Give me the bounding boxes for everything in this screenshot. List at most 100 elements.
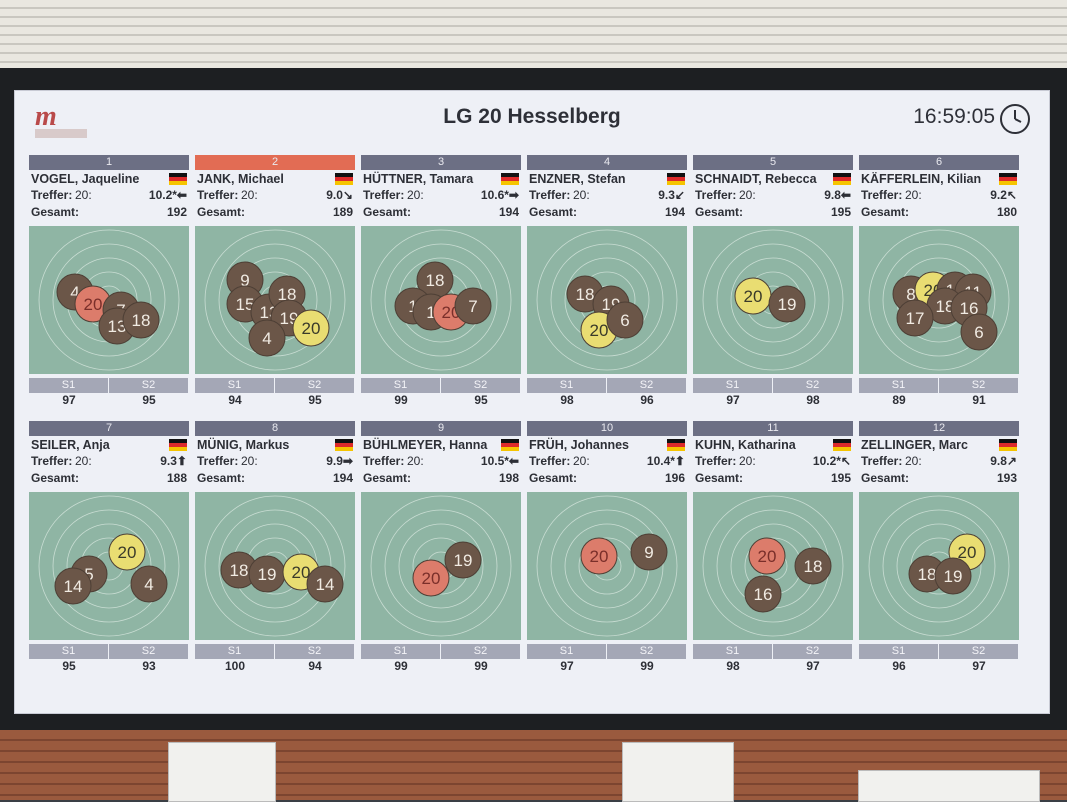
series-values: 99 95 [361, 393, 521, 409]
lane-number-bar: 11 [693, 421, 853, 436]
target-ring [370, 229, 512, 371]
last-shot-value: 10.2*⬅ [148, 188, 187, 202]
hits-label: Treffer: [31, 454, 73, 468]
target-ring [384, 243, 498, 357]
target-ring [716, 243, 830, 357]
target-ring [882, 509, 996, 623]
shot-circle [960, 313, 998, 351]
germany-flag-icon [667, 439, 685, 451]
shooter-name: SEILER, Anja [31, 438, 110, 452]
shot-target: 20 9 [527, 492, 687, 640]
shot-label: 18 [230, 561, 249, 580]
total-row: Gesamt: 193 [859, 471, 1019, 488]
total-value: 196 [664, 471, 685, 485]
shot-marker: 14 [54, 567, 92, 605]
series-1-value: 95 [62, 659, 76, 673]
shooter-card[interactable]: 5 SCHNAIDT, Rebecca Treffer: 20: 9.8⬅ Gesamt:… [693, 155, 853, 421]
series-1-label: S1 [859, 644, 939, 659]
shot-label: 19 [778, 295, 797, 314]
shot-marker: 4 [248, 319, 286, 357]
target-rings: 20 514 4 [38, 495, 180, 637]
series-values: 89 91 [859, 393, 1019, 409]
lane-number-bar: 8 [195, 421, 355, 436]
logo-strip [35, 129, 87, 138]
shooter-name: MÜNIG, Markus [197, 438, 290, 452]
lane-number-bar: 5 [693, 155, 853, 170]
shot-label: 19 [454, 551, 473, 570]
shot-circle [768, 285, 806, 323]
shooter-card[interactable]: 6 KÄFFERLEIN, Kilian Treffer: 20: 9.2↖ Gesamt… [859, 155, 1019, 421]
lane-number-bar: 6 [859, 155, 1019, 170]
shot-target: 20 18 19 [859, 492, 1019, 640]
shot-label: 18 [278, 285, 297, 304]
shot-target: 18 19 20 6 [527, 226, 687, 374]
shot-marker: 19 [444, 541, 482, 579]
shot-marker: 20 [580, 537, 618, 575]
series-1-value: 98 [726, 659, 740, 673]
lane-number-bar: 3 [361, 155, 521, 170]
shooter-name-row: FRÜH, Johannes [527, 436, 687, 454]
shot-label: 20 [958, 543, 977, 562]
shooter-name: ENZNER, Stefan [529, 172, 626, 186]
shot-circle [748, 537, 786, 575]
target-rings: 20 18 19 [868, 495, 1010, 637]
total-label: Gesamt: [529, 471, 578, 485]
hits-label: Treffer: [529, 454, 571, 468]
shooter-card[interactable]: 8 MÜNIG, Markus Treffer: 20: 9.9➡ Gesamt: 194 1… [195, 421, 355, 687]
target-ring [38, 495, 180, 637]
lane-number-bar: 2 [195, 155, 355, 170]
last-shot-value: 9.9➡ [326, 454, 353, 468]
total-label: Gesamt: [529, 205, 578, 219]
series-2-label: S2 [607, 378, 687, 393]
series-bar: S1 S2 [859, 644, 1019, 659]
target-ring [730, 257, 816, 343]
shooter-card[interactable]: 10 FRÜH, Johannes Treffer: 20: 10.4*⬆ Gesamt:… [527, 421, 687, 687]
shooter-name-row: ZELLINGER, Marc [859, 436, 1019, 454]
target-ring [384, 509, 498, 623]
total-value: 198 [498, 471, 519, 485]
shooter-card[interactable]: 1 VOGEL, Jaqueline Treffer: 20: 10.2*⬅ Gesamt… [29, 155, 189, 421]
last-shot-value: 10.2*↖ [812, 454, 851, 468]
shooter-card[interactable]: 7 SEILER, Anja Treffer: 20: 9.3⬆ Gesamt: 188 20… [29, 421, 189, 687]
last-shot-value: 9.3↙ [658, 188, 685, 202]
hits-label: Treffer: [363, 188, 405, 202]
shot-marker: 6 [960, 313, 998, 351]
shooter-card[interactable]: 11 KUHN, Katharina Treffer: 20: 10.2*↖ Gesamt… [693, 421, 853, 687]
hits-row: Treffer: 20: 10.6*➡ [361, 188, 521, 205]
series-values: 95 93 [29, 659, 189, 675]
germany-flag-icon [667, 173, 685, 185]
shot-target: 18 1 1 20 7 [361, 226, 521, 374]
series-2-value: 93 [142, 659, 156, 673]
germany-flag-icon [501, 439, 519, 451]
shooter-card[interactable]: 4 ENZNER, Stefan Treffer: 20: 9.3↙ Gesamt: 194… [527, 155, 687, 421]
shot-label: 17 [906, 309, 925, 328]
shot-target: 19 20 [361, 492, 521, 640]
shot-target: 9 15 13 18 19 20 4 [195, 226, 355, 374]
shooter-card[interactable]: 12 ZELLINGER, Marc Treffer: 20: 9.8↗ Gesamt: 1… [859, 421, 1019, 687]
target-ring [896, 523, 982, 609]
series-1-label: S1 [29, 378, 109, 393]
shot-label: 6 [974, 323, 983, 342]
total-label: Gesamt: [197, 471, 246, 485]
series-bar: S1 S2 [361, 378, 521, 393]
hits-row: Treffer: 20: 9.9➡ [195, 454, 355, 471]
series-1-label: S1 [361, 644, 441, 659]
shooter-card[interactable]: 9 BÜHLMEYER, Hanna Treffer: 20: 10.5*⬅ Gesamt… [361, 421, 521, 687]
shooter-card[interactable]: 2 JANK, Michael Treffer: 20: 9.0↘ Gesamt: 189 9… [195, 155, 355, 421]
shot-label: 4 [262, 329, 271, 348]
target-ring [370, 495, 512, 637]
shot-label: 1 [408, 297, 417, 316]
series-count: 20: [407, 188, 424, 202]
series-bar: S1 S2 [29, 644, 189, 659]
shot-label: 20 [590, 321, 609, 340]
shooter-card[interactable]: 3 HÜTTNER, Tamara Treffer: 20: 10.6*➡ Gesamt:… [361, 155, 521, 421]
shot-marker: 20 [292, 309, 330, 347]
total-row: Gesamt: 195 [693, 471, 853, 488]
shot-circle [306, 565, 344, 603]
shot-label: 20 [422, 569, 441, 588]
series-1-value: 99 [394, 393, 408, 407]
series-2-value: 98 [806, 393, 820, 407]
shooter-name-row: VOGEL, Jaqueline [29, 170, 189, 188]
hits-row: Treffer: 20: 9.8⬅ [693, 188, 853, 205]
